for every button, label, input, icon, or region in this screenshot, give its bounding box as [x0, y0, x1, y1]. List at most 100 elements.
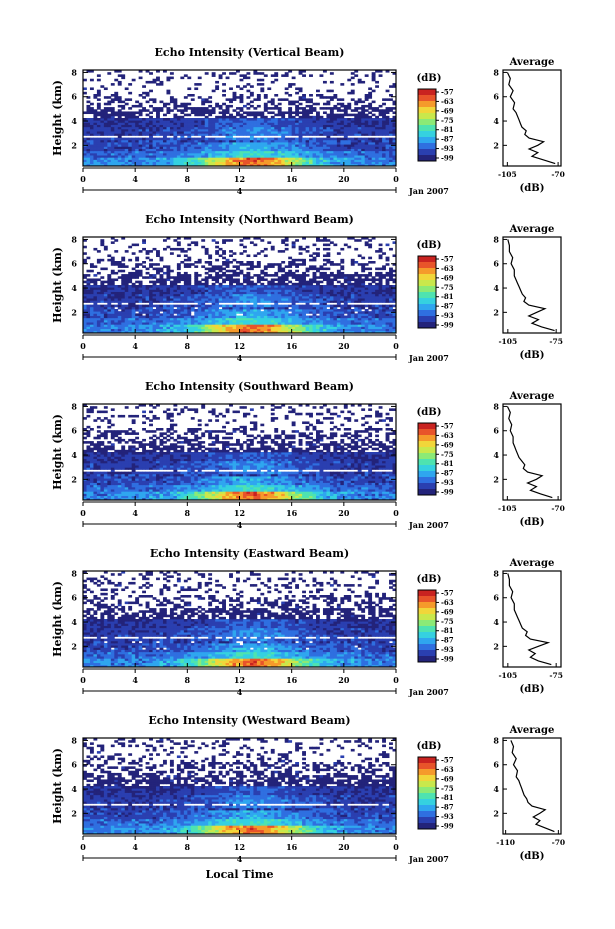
heatmap-cell	[316, 113, 320, 117]
heatmap-cell	[267, 291, 272, 295]
heatmap-cell	[263, 74, 268, 77]
heatmap-cell	[333, 133, 338, 136]
heatmap-cell	[131, 124, 136, 128]
heatmap-cell	[166, 150, 171, 154]
heatmap-cell	[368, 300, 373, 303]
heatmap-cell	[350, 137, 355, 141]
heatmap-cell	[361, 131, 366, 134]
heatmap-cell	[350, 319, 355, 323]
heatmap-cell	[260, 111, 265, 115]
heatmap-cell	[218, 282, 223, 286]
heatmap-cell	[110, 322, 115, 325]
heatmap-cell	[159, 150, 164, 154]
heatmap-cell	[322, 306, 327, 310]
heatmap-cell	[382, 293, 386, 297]
heatmap-cell	[166, 89, 171, 93]
heatmap-cell	[86, 313, 91, 316]
heatmap-cell	[215, 326, 220, 330]
heatmap-cell	[89, 144, 94, 147]
heatmap-cell	[246, 300, 251, 303]
heatmap-cell	[333, 274, 338, 277]
heatmap-cell	[169, 269, 174, 273]
heatmap-cell	[336, 326, 341, 330]
heatmap-cell	[197, 157, 202, 160]
heatmap-cell	[322, 302, 327, 306]
heatmap-cell	[242, 128, 247, 132]
heatmap-cell	[371, 133, 376, 136]
heatmap-cell	[242, 278, 247, 282]
heatmap-cell	[114, 304, 119, 308]
heatmap-cell	[326, 124, 331, 128]
heatmap-cell	[117, 124, 122, 128]
heatmap-cell	[222, 131, 226, 134]
heatmap-cell	[117, 276, 122, 279]
heatmap-cell	[135, 115, 140, 119]
heatmap-cell	[371, 148, 376, 152]
heatmap-cell	[385, 322, 390, 325]
heatmap-cell	[222, 139, 226, 143]
heatmap-cell	[159, 120, 164, 123]
heatmap-cell	[322, 309, 327, 312]
heatmap-cell	[89, 298, 94, 301]
heatmap-cell	[169, 285, 174, 288]
heatmap-cell	[156, 137, 160, 141]
heatmap-cell	[96, 295, 101, 299]
heatmap-cell	[93, 111, 98, 115]
heatmap-cell	[382, 319, 386, 323]
heatmap-cell	[347, 328, 352, 332]
heatmap-cell	[215, 85, 220, 88]
heatmap-cell	[354, 126, 359, 130]
heatmap-cell	[343, 152, 348, 156]
heatmap-cell	[302, 133, 306, 136]
heatmap-cell	[288, 317, 293, 321]
heatmap-cell	[152, 144, 157, 147]
heatmap-cell	[218, 146, 223, 149]
heatmap-cell	[340, 157, 345, 160]
heatmap-cell	[149, 293, 153, 297]
heatmap-cell	[305, 304, 310, 308]
heatmap-cell	[312, 128, 317, 132]
heatmap-cell	[267, 315, 272, 319]
heatmap-cell	[86, 300, 91, 303]
heatmap-cell	[229, 131, 233, 134]
colorbar-swatch	[418, 125, 436, 132]
heatmap-cell	[190, 128, 195, 132]
heatmap-cell	[347, 152, 352, 156]
heatmap-cell	[385, 271, 390, 275]
heatmap-cell	[378, 120, 383, 123]
heatmap-cell	[131, 152, 136, 156]
heatmap-cell	[96, 161, 101, 165]
heatmap-cell	[152, 315, 157, 319]
heatmap-cell	[208, 109, 213, 112]
heatmap-cell	[89, 109, 94, 112]
heatmap-cell	[180, 309, 185, 312]
heatmap-cell	[142, 146, 146, 149]
heatmap-cell	[389, 128, 393, 132]
heatmap-cell	[236, 155, 240, 158]
heatmap-cell	[336, 115, 341, 119]
heatmap-cell	[222, 148, 226, 152]
heatmap-cell	[138, 280, 143, 284]
heatmap-cell	[208, 122, 213, 125]
heatmap-cell	[194, 328, 199, 332]
heatmap-cell	[173, 330, 178, 334]
heatmap-cell	[183, 124, 188, 128]
heatmap-cell	[253, 328, 258, 332]
heatmap-cell	[142, 96, 146, 99]
heatmap-cell	[364, 115, 369, 119]
heatmap-cell	[375, 144, 380, 147]
heatmap-cell	[159, 163, 164, 167]
heatmap-cell	[249, 330, 254, 334]
heatmap-cell	[260, 150, 265, 154]
heatmap-cell	[281, 319, 286, 323]
heatmap-cell	[281, 280, 286, 284]
heatmap-cell	[288, 265, 293, 268]
heatmap-cell	[385, 89, 390, 93]
heatmap-cell	[169, 146, 174, 149]
heatmap-cell	[225, 304, 230, 308]
heatmap-cell	[107, 278, 112, 282]
heatmap-cell	[124, 124, 129, 128]
heatmap-cell	[128, 159, 133, 163]
heatmap-cell	[145, 291, 150, 295]
heatmap-cell	[316, 128, 320, 132]
